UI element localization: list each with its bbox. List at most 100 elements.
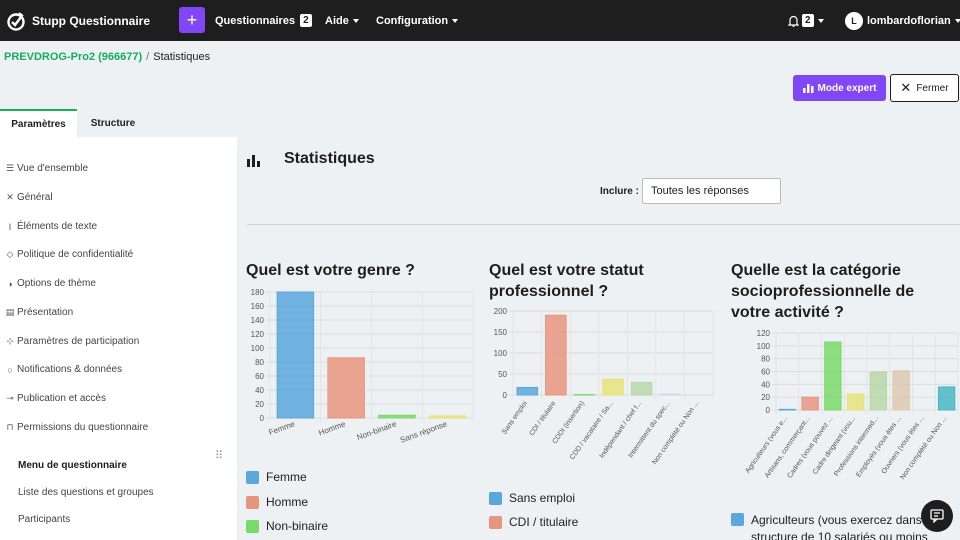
question-title-statut: Quel est votre statut professionnel ? bbox=[489, 260, 644, 302]
x-tick-label: Agriculteurs (vous e... bbox=[744, 415, 789, 475]
nav-aide[interactable]: Aide bbox=[325, 0, 359, 41]
chart-bar bbox=[778, 408, 797, 411]
sidebar-item-text-elements[interactable]: I Éléments de texte bbox=[5, 221, 97, 232]
question-title-line: votre activité ? bbox=[731, 304, 844, 321]
y-tick-label: 40 bbox=[255, 386, 264, 395]
include-select[interactable]: Toutes les réponses bbox=[642, 178, 781, 204]
sidebar-item-participants[interactable]: Participants bbox=[18, 514, 71, 525]
y-tick-label: 80 bbox=[255, 358, 264, 367]
chat-button[interactable] bbox=[921, 500, 953, 532]
question-title-categorie: Quelle est la catégorie socioprofessionn… bbox=[731, 260, 914, 323]
sidebar: ☰ Vue d'ensemble ✕ Général I Éléments de te… bbox=[0, 137, 237, 540]
y-tick-label: 160 bbox=[251, 302, 265, 311]
nav-configuration[interactable]: Configuration bbox=[376, 0, 459, 41]
y-tick-label: 100 bbox=[494, 349, 508, 358]
legend-swatch bbox=[489, 491, 502, 505]
legend-label: Homme bbox=[266, 495, 309, 509]
legend-item[interactable]: Non-binaire bbox=[246, 519, 328, 533]
expert-mode-label: Mode expert bbox=[817, 82, 877, 94]
sidebar-item-participation[interactable]: ⊹ Paramètres de participation bbox=[5, 336, 139, 347]
chart-bar bbox=[428, 415, 467, 419]
sidebar-item-presentation[interactable]: ▤ Présentation bbox=[5, 307, 73, 318]
sidebar-item-label: Publication et accès bbox=[17, 393, 106, 404]
chart-bar bbox=[892, 370, 910, 411]
notifications-count-badge: 2 bbox=[802, 14, 814, 27]
breadcrumb-survey-link[interactable]: PREVDROG-Pro2 (966677) bbox=[4, 51, 143, 63]
drag-handle-icon[interactable]: ⠿ bbox=[215, 450, 223, 462]
legend-swatch bbox=[489, 515, 502, 529]
sidebar-item-label: Éléments de texte bbox=[17, 221, 98, 232]
legend-item[interactable]: Agriculteurs (vous exercez dans u structu… bbox=[731, 512, 932, 540]
divider bbox=[247, 224, 960, 225]
chart-bar bbox=[801, 396, 819, 411]
y-tick-label: 0 bbox=[260, 414, 265, 423]
x-tick-label: Professions intermed... bbox=[833, 415, 880, 478]
bar-chart-categorie: 0 20 40 60 80 100 120 Agriculteurs (vous e...Ar… bbox=[744, 329, 959, 481]
app-title: Stupp Questionnaire bbox=[32, 13, 151, 28]
legend-swatch bbox=[246, 519, 259, 533]
legend-item[interactable]: CDI / titulaire bbox=[489, 515, 578, 529]
x-tick-label: Employés (vous êtes ... bbox=[855, 415, 902, 479]
legend-item[interactable]: Sans emploi bbox=[489, 491, 575, 505]
list-icon: ☰ bbox=[5, 163, 15, 173]
sidebar-item-privacy[interactable]: ◇ Politique de confidentialité bbox=[5, 249, 134, 260]
chart-bar bbox=[378, 414, 416, 419]
legend-item[interactable]: Femme bbox=[246, 470, 307, 484]
legend-item[interactable]: Homme bbox=[246, 495, 308, 509]
legend-label: Agriculteurs (vous exercez dans u structu… bbox=[751, 512, 932, 540]
app-logo[interactable]: Stupp Questionnaire bbox=[6, 11, 150, 31]
y-tick-label: 50 bbox=[498, 370, 507, 379]
chart-bar bbox=[516, 386, 539, 396]
chart-bar bbox=[869, 371, 888, 411]
user-menu[interactable]: L lombardoflorian bbox=[845, 0, 960, 41]
chevron-down-icon bbox=[352, 18, 359, 23]
x-tick-label: Cadres (vous pouvez ... bbox=[786, 415, 834, 480]
expert-mode-button[interactable]: Mode expert bbox=[793, 75, 886, 101]
sidebar-item-questions-groups[interactable]: Liste des questions et groupes bbox=[18, 487, 154, 498]
y-tick-label: 80 bbox=[761, 355, 770, 364]
notifications-button[interactable]: 2 bbox=[788, 0, 824, 41]
y-tick-label: 0 bbox=[766, 406, 771, 415]
sidebar-item-overview[interactable]: ☰ Vue d'ensemble bbox=[5, 163, 88, 174]
create-survey-button[interactable]: + bbox=[179, 7, 205, 33]
chat-icon bbox=[930, 509, 944, 523]
tools-icon: ✕ bbox=[6, 192, 14, 202]
question-title-line: socioprofessionnelle de bbox=[731, 283, 915, 300]
sidebar-item-publication[interactable]: ⊸ Publication et accès bbox=[5, 393, 106, 404]
sidebar-item-permissions[interactable]: ⊓ Permissions du questionnaire bbox=[5, 422, 148, 433]
x-tick-label: Non complété ou Non ... bbox=[899, 415, 948, 481]
avatar: L bbox=[845, 11, 863, 30]
legend-label: Non-binaire bbox=[266, 519, 329, 533]
chevron-down-icon bbox=[817, 18, 824, 23]
sidebar-item-label: Général bbox=[17, 192, 53, 203]
text-icon: I bbox=[8, 221, 12, 232]
questionnaires-count-badge: 2 bbox=[300, 14, 312, 27]
legend-label-line: Agriculteurs (vous exercez dans u bbox=[751, 513, 932, 527]
close-button[interactable]: ✕ Fermer bbox=[890, 74, 959, 102]
include-label: Inclure : bbox=[600, 186, 639, 197]
question-title-genre: Quel est votre genre ? bbox=[246, 262, 415, 279]
bell-icon bbox=[788, 15, 799, 27]
chart-bar bbox=[327, 357, 365, 419]
chart-categorie: 0 20 40 60 80 100 120 Agriculteurs (vous e... Ar… bbox=[728, 327, 960, 502]
tab-structure[interactable]: Structure bbox=[90, 117, 136, 129]
y-tick-label: 20 bbox=[255, 400, 264, 409]
sidebar-item-label: Paramètres de participation bbox=[17, 336, 140, 347]
chart-bar bbox=[824, 341, 842, 411]
bar-chart-icon bbox=[802, 84, 814, 93]
y-tick-label: 120 bbox=[251, 330, 265, 339]
breadcrumb-current: Statistiques bbox=[153, 51, 211, 63]
nav-questionnaires[interactable]: Questionnaires 2 bbox=[215, 0, 312, 41]
chart-genre: 0 20 40 60 80 100 120 140 160 180 Femme Homme Non-bi… bbox=[240, 284, 480, 459]
x-tick-label: Sans réponse bbox=[399, 419, 449, 445]
legend-label: CDI / titulaire bbox=[509, 515, 579, 529]
x-tick-label: Femme bbox=[267, 419, 296, 437]
sidebar-item-notifications[interactable]: ○ Notifications & données bbox=[5, 364, 122, 375]
sidebar-item-label: Présentation bbox=[17, 307, 74, 318]
logo-icon bbox=[7, 11, 25, 31]
tab-parametres[interactable]: Paramètres bbox=[0, 109, 77, 137]
sidebar-item-general[interactable]: ✕ Général bbox=[5, 192, 53, 203]
sidebar-item-theme[interactable]: ◑ Options de thème bbox=[5, 278, 96, 289]
legend-swatch bbox=[731, 513, 744, 526]
chart-bar bbox=[937, 386, 956, 411]
